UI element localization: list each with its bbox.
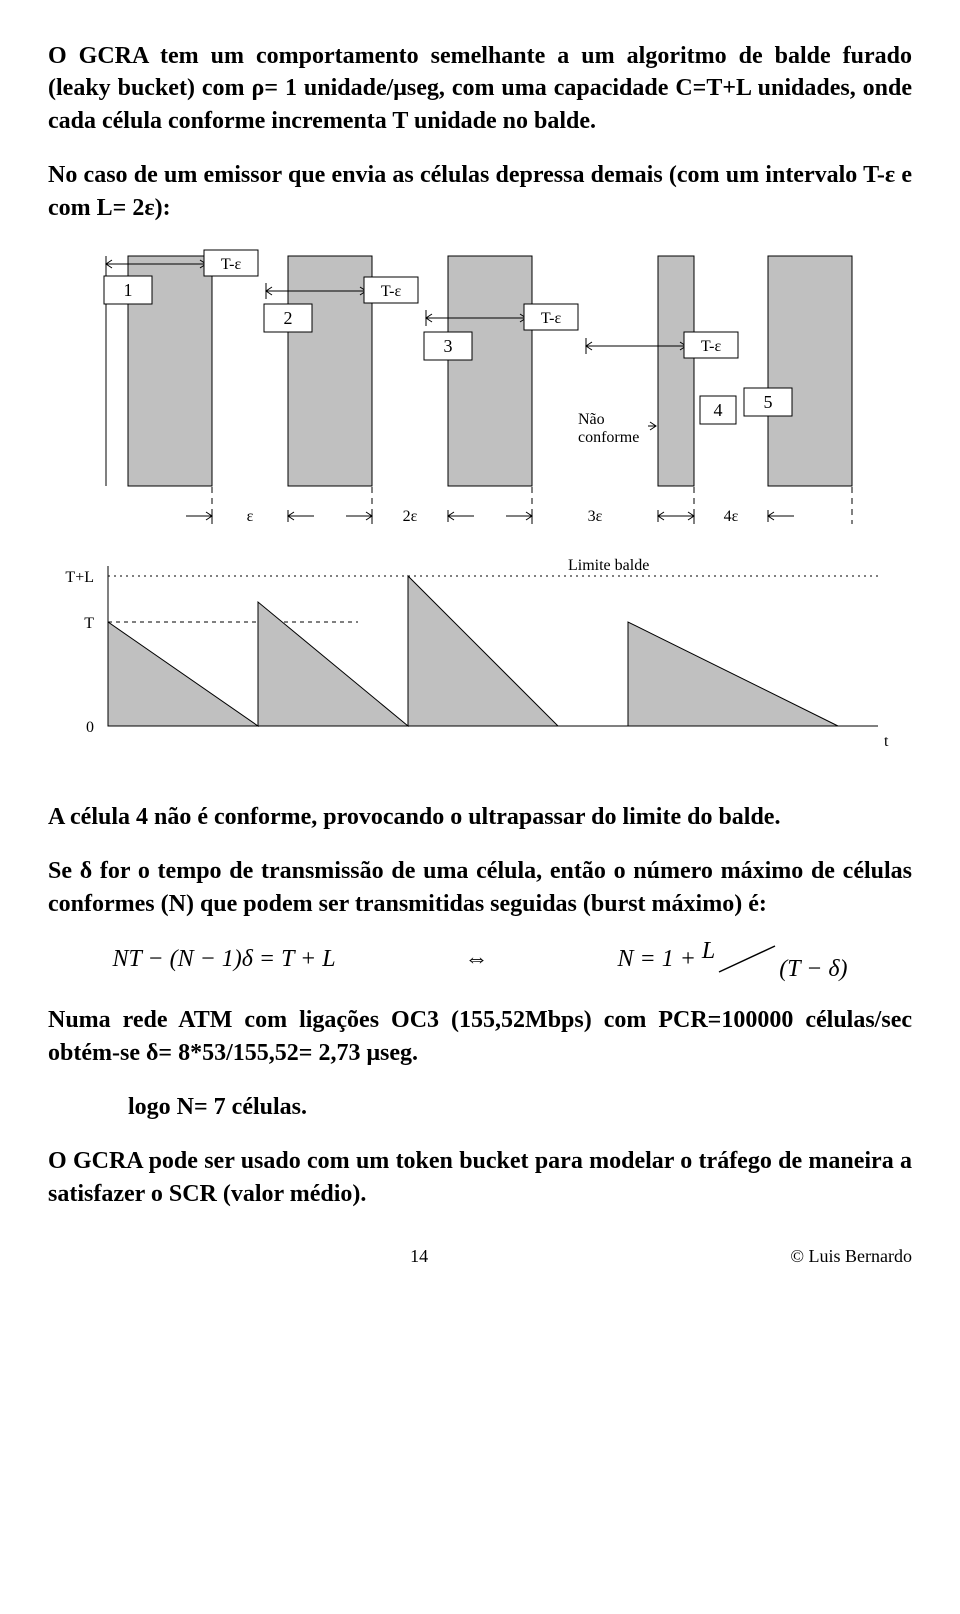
svg-text:0: 0: [86, 719, 94, 736]
svg-text:T-ε: T-ε: [221, 256, 242, 273]
svg-text:3ε: 3ε: [588, 508, 603, 525]
formula-row: NT − (N − 1)δ = T + L ⇔ N = 1 + L (T − δ…: [48, 942, 912, 976]
svg-text:Limite balde: Limite balde: [568, 557, 649, 574]
formula-rhs-num: L: [702, 938, 715, 965]
paragraph-6: logo N= 7 células.: [128, 1091, 912, 1123]
svg-text:T: T: [84, 615, 94, 632]
timing-and-bucket-figure: 1 2 3 Nãoconforme 4 5 T-ε T-ε T-ε T-ε ε 2ε 3ε 4ε T+…: [48, 246, 912, 771]
formula-rhs-pre: N = 1 +: [618, 946, 696, 973]
formula-lhs: NT − (N − 1)δ = T + L: [112, 946, 335, 973]
paragraph-5: Numa rede ATM com ligações OC3 (155,52Mb…: [48, 1004, 912, 1069]
iff-symbol: ⇔: [465, 946, 489, 973]
svg-text:t: t: [884, 733, 889, 750]
paragraph-7: O GCRA pode ser usado com um token bucke…: [48, 1145, 912, 1210]
svg-text:2ε: 2ε: [403, 508, 418, 525]
svg-text:2: 2: [284, 308, 293, 328]
copyright: © Luis Bernardo: [790, 1246, 912, 1267]
svg-text:Não: Não: [578, 411, 605, 428]
svg-text:4ε: 4ε: [724, 508, 739, 525]
svg-text:T+L: T+L: [65, 569, 94, 586]
svg-text:ε: ε: [247, 508, 254, 525]
paragraph-3: A célula 4 não é conforme, provocando o …: [48, 801, 912, 833]
svg-text:T-ε: T-ε: [701, 338, 722, 355]
formula-rhs-den: (T − δ): [779, 956, 847, 983]
paragraph-4: Se δ for o tempo de transmissão de uma c…: [48, 855, 912, 920]
paragraph-1: O GCRA tem um comportamento semelhante a…: [48, 40, 912, 137]
page-footer: 14 © Luis Bernardo: [48, 1246, 912, 1267]
svg-text:T-ε: T-ε: [541, 310, 562, 327]
svg-text:T-ε: T-ε: [381, 283, 402, 300]
svg-text:3: 3: [444, 336, 453, 356]
paragraph-2: No caso de um emissor que envia as célul…: [48, 159, 912, 224]
svg-text:1: 1: [124, 280, 133, 300]
svg-text:4: 4: [714, 400, 723, 420]
svg-text:conforme: conforme: [578, 429, 639, 446]
page-number: 14: [410, 1246, 428, 1267]
formula-rhs: N = 1 + L (T − δ): [618, 942, 848, 976]
svg-text:5: 5: [764, 392, 773, 412]
